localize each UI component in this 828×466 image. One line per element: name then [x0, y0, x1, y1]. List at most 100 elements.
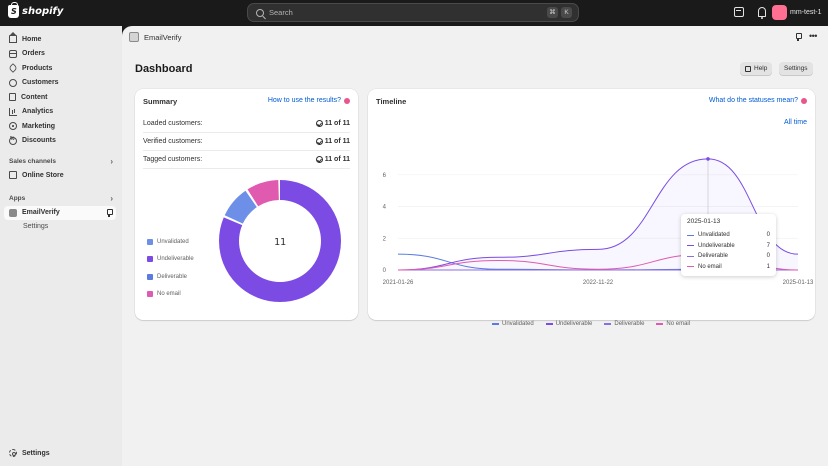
sidebar-item-analytics[interactable]: Analytics	[0, 105, 122, 120]
summary-help-link[interactable]: How to use the results?	[268, 97, 350, 104]
legend-item-undeliverable[interactable]: Undeliverable	[545, 321, 592, 327]
avatar	[772, 5, 787, 20]
more-actions-icon[interactable]: •••	[809, 31, 817, 41]
shortcut-key-cmd: ⌘	[547, 7, 558, 18]
tooltip-row: Deliverable 0	[687, 251, 770, 262]
x-tick-label: 2025-01-13	[783, 280, 814, 286]
chevron-right-icon: ›	[110, 156, 113, 166]
shopify-wordmark: shopify	[22, 6, 64, 17]
sidebar-item-online-store[interactable]: Online Store	[0, 168, 122, 183]
top-icons	[734, 7, 766, 19]
legend-line	[656, 323, 664, 325]
customers-icon	[9, 78, 17, 87]
series-swatch	[687, 255, 694, 257]
main-content: EmailVerify ••• Dashboard Help Settings …	[122, 26, 828, 466]
sidebar-item-customers[interactable]: Customers	[0, 76, 122, 91]
series-swatch	[687, 266, 694, 268]
top-bar: S shopify Search ⌘ K mm-test-1	[0, 0, 828, 26]
y-tick-label: 4	[383, 205, 387, 211]
tooltip-row: Undeliverable 7	[687, 241, 770, 252]
tooltip-row: No email 1	[687, 262, 770, 273]
gear-icon	[9, 449, 17, 458]
sidebar-item-discounts[interactable]: Discounts	[0, 134, 122, 149]
home-icon	[9, 32, 17, 44]
legend-item-no-email[interactable]: No email	[656, 321, 690, 327]
search-shortcut: ⌘ K	[547, 7, 572, 18]
emailverify-logo-icon	[129, 32, 139, 42]
search-icon	[256, 8, 264, 17]
store-icon[interactable]	[734, 7, 744, 17]
orders-icon	[9, 49, 17, 58]
search-placeholder: Search	[269, 8, 293, 17]
legend-item-unvalidated[interactable]: Unvalidated	[147, 233, 194, 251]
question-icon	[344, 97, 350, 104]
app-title-bar: EmailVerify •••	[122, 26, 828, 48]
settings-button[interactable]: Settings	[779, 62, 813, 76]
check-circle-icon	[316, 120, 323, 127]
tooltip-date: 2025-01-13	[687, 218, 721, 225]
question-icon	[801, 97, 807, 104]
check-circle-icon	[316, 156, 323, 163]
tooltip-row: Unvalidated 0	[687, 230, 770, 241]
legend-swatch	[147, 238, 153, 245]
search-input[interactable]: Search ⌘ K	[247, 3, 579, 22]
range-selector[interactable]: All time	[784, 119, 807, 126]
legend-swatch	[147, 256, 153, 263]
donut-total: 11	[274, 237, 286, 248]
analytics-icon	[9, 107, 17, 116]
y-tick-label: 6	[383, 173, 387, 179]
sidebar-item-orders[interactable]: Orders	[0, 47, 122, 62]
legend-item-deliverable[interactable]: Deliverable	[147, 268, 194, 286]
donut-chart: 11	[219, 180, 341, 302]
sidebar-item-products[interactable]: Products	[0, 61, 122, 76]
shopify-bag-icon: S	[8, 2, 19, 18]
check-circle-icon	[316, 138, 323, 145]
series-swatch	[687, 234, 694, 236]
y-tick-label: 2	[383, 236, 387, 242]
app-name: EmailVerify	[144, 32, 182, 42]
sidebar-subitem-settings[interactable]: Settings	[23, 223, 49, 230]
timeline-help-link[interactable]: What do the statuses mean?	[709, 97, 807, 104]
apps-header[interactable]: Apps ›	[9, 194, 113, 203]
content-icon	[9, 93, 16, 102]
x-tick-label: 2021-01-26	[383, 280, 414, 286]
stat-row-verified: Verified customers: 11 of 11	[143, 133, 350, 151]
summary-card: Summary How to use the results? Loaded c…	[135, 89, 358, 320]
legend-swatch	[147, 291, 153, 298]
x-tick-label: 2022-11-22	[583, 280, 614, 286]
timeline-title: Timeline	[376, 97, 407, 106]
sidebar-item-home[interactable]: Home	[0, 32, 122, 47]
sidebar-item-marketing[interactable]: Marketing	[0, 119, 122, 134]
pin-icon[interactable]	[795, 33, 802, 41]
sidebar-item-content[interactable]: Content	[0, 90, 122, 105]
online-store-icon	[9, 171, 17, 180]
legend-item-unvalidated[interactable]: Unvalidated	[492, 321, 534, 327]
legend-swatch	[147, 273, 153, 280]
series-line-undeliverable[interactable]	[397, 158, 799, 271]
shopify-logo[interactable]: S shopify	[8, 2, 64, 18]
discounts-icon	[9, 136, 17, 145]
chart-tooltip: 2025-01-13 Unvalidated 0 Undeliverable 7 D…	[681, 214, 776, 276]
help-button[interactable]: Help	[740, 62, 773, 76]
store-name: mm-test-1	[790, 9, 822, 16]
legend-line	[545, 323, 553, 325]
store-menu[interactable]: mm-test-1	[772, 5, 822, 20]
series-swatch	[687, 245, 694, 247]
hover-point	[706, 157, 710, 161]
legend-line	[604, 323, 612, 325]
pin-icon[interactable]	[106, 208, 113, 217]
emailverify-app-icon	[9, 208, 17, 217]
legend-item-no-email[interactable]: No email	[147, 286, 194, 304]
legend-item-deliverable[interactable]: Deliverable	[604, 321, 644, 327]
sidebar-item-settings[interactable]: Settings	[0, 446, 122, 461]
external-link-icon	[745, 66, 751, 72]
legend-item-undeliverable[interactable]: Undeliverable	[147, 251, 194, 269]
stat-row-tagged: Tagged customers: 11 of 11	[143, 151, 350, 169]
sidebar-item-emailverify[interactable]: EmailVerify	[4, 205, 116, 220]
timeline-card: Timeline What do the statuses mean? All …	[368, 89, 815, 327]
sidebar: Home Orders Products Customers Content A…	[0, 26, 122, 466]
donut-slice-undeliverable[interactable]	[219, 180, 341, 302]
bell-icon[interactable]	[758, 7, 766, 19]
sales-channels-header[interactable]: Sales channels ›	[9, 156, 113, 166]
summary-title: Summary	[143, 97, 178, 106]
